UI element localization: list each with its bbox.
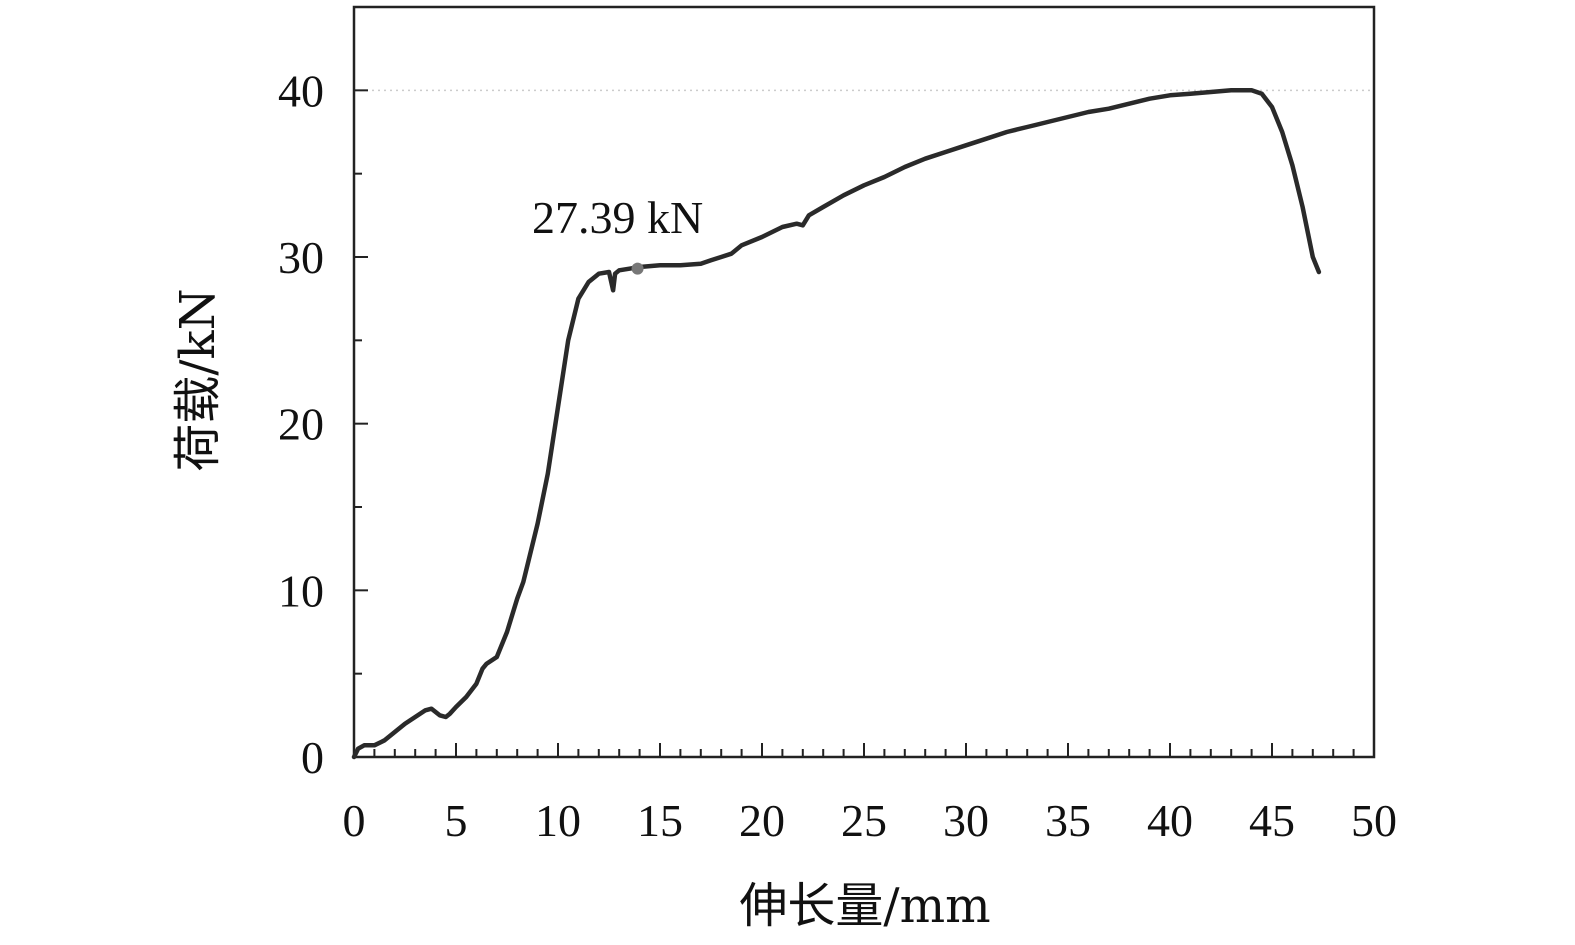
x-tick-label: 45 xyxy=(1249,795,1295,846)
plot-frame xyxy=(352,5,1376,759)
y-tick-label: 10 xyxy=(278,565,324,616)
y-tick-label: 20 xyxy=(278,399,324,450)
axes-layer xyxy=(352,5,1376,759)
y-tick-label: 40 xyxy=(278,65,324,116)
y-tick-label: 30 xyxy=(278,232,324,283)
annotation-marker xyxy=(631,262,644,275)
ticks-layer xyxy=(353,6,1375,758)
y-tick-label: 0 xyxy=(301,732,324,783)
load-curve xyxy=(351,88,1322,760)
x-tick-label: 30 xyxy=(943,795,989,846)
x-tick-label: 5 xyxy=(445,795,468,846)
x-tick-label: 40 xyxy=(1147,795,1193,846)
x-tick-label: 35 xyxy=(1045,795,1091,846)
series-layer xyxy=(351,88,1322,760)
x-tick-label: 50 xyxy=(1351,795,1397,846)
x-tick-label: 20 xyxy=(739,795,785,846)
x-tick-label: 15 xyxy=(637,795,683,846)
x-tick-label: 25 xyxy=(841,795,887,846)
annotation-layer: 27.39 kN xyxy=(532,192,703,275)
annotation-label: 27.39 kN xyxy=(532,192,703,243)
x-tick-label: 0 xyxy=(343,795,366,846)
y-axis-title: 荷载/kN xyxy=(170,288,226,471)
x-tick-label: 10 xyxy=(535,795,581,846)
tick-labels-layer: 0 5 10 15 20 25 30 35 40 45 50 0 10 20 30 40 xyxy=(278,65,1397,846)
x-axis-title: 伸长量/mm xyxy=(739,878,990,934)
